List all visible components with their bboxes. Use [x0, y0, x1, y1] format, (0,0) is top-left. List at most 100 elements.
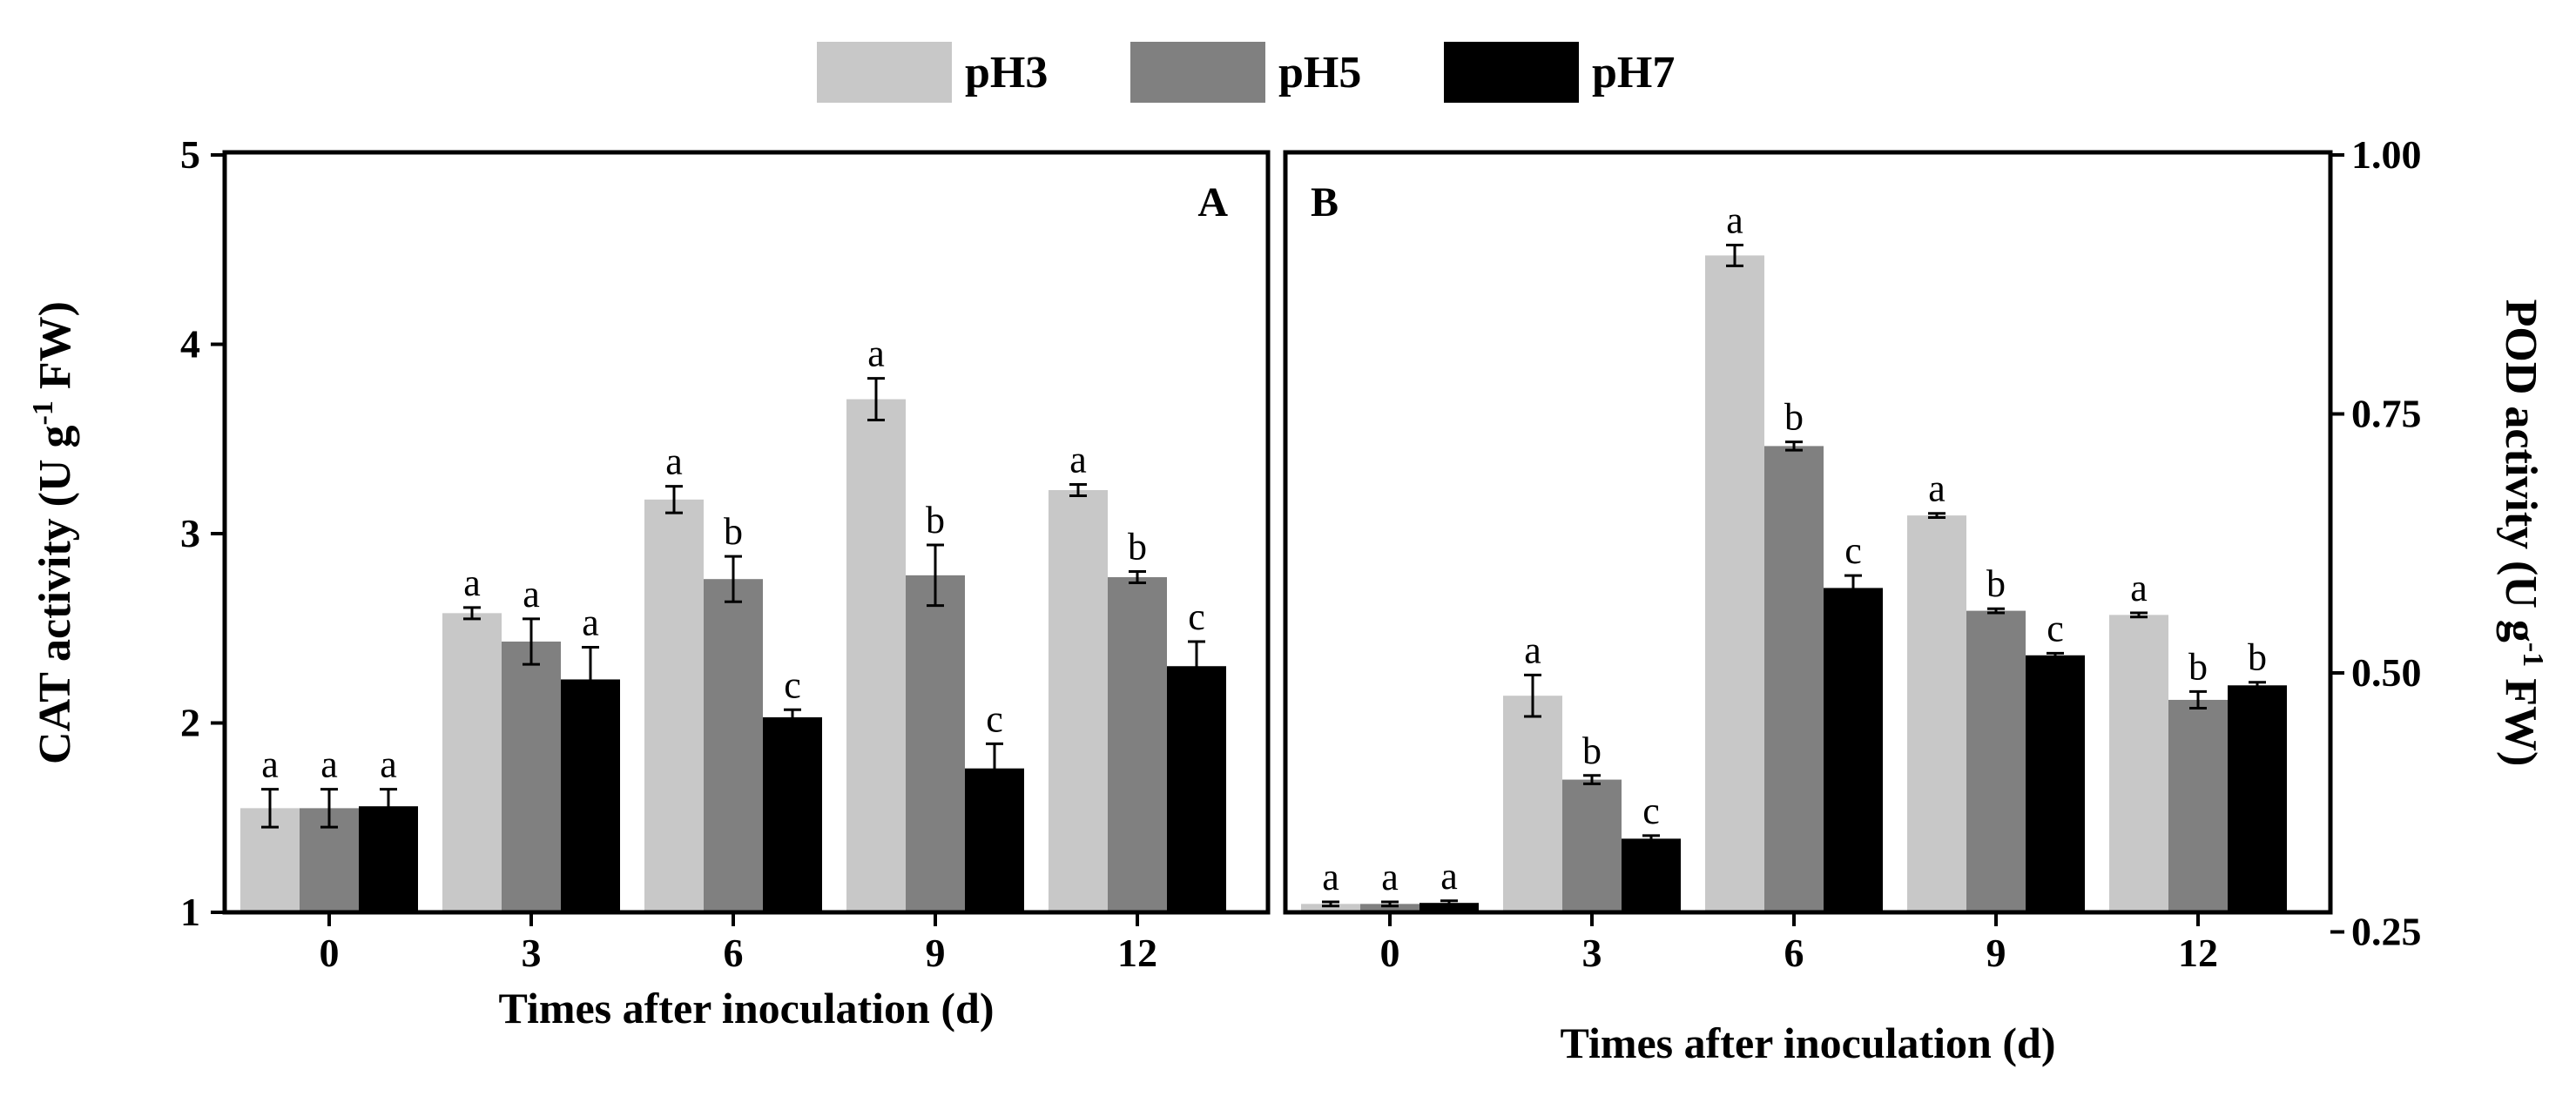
a-sig-letter-ph3-day12: a	[1069, 438, 1087, 481]
b-sig-letter-ph3-day3: a	[1524, 629, 1541, 671]
b-bar-ph5-day9	[1966, 610, 2026, 912]
panel-a-label: A	[1197, 179, 1228, 225]
a-errorbar-ph7-day3	[582, 646, 599, 713]
b-errorbar-ph3-day6	[1726, 244, 1743, 267]
legend-item-ph7: pH7	[1444, 42, 1675, 103]
b-x-tick-label-0: 0	[1380, 931, 1400, 975]
a-sig-letter-ph7-day3: a	[582, 602, 599, 644]
a-bar-ph3-day3	[442, 613, 502, 912]
b-errorbar-ph5-day9	[1987, 607, 2005, 615]
b-sig-letter-ph5-day12: b	[2188, 645, 2208, 688]
b-sig-letter-ph7-day9: c	[2047, 607, 2064, 649]
b-errorbar-ph5-day3	[1583, 774, 1601, 785]
legend-label-ph5: pH5	[1278, 48, 1361, 97]
a-errorbar-ph7-day0	[380, 788, 397, 825]
b-errorbar-ph5-day6	[1785, 440, 1803, 452]
b-bar-ph3-day6	[1705, 255, 1764, 912]
b-sig-letter-ph7-day6: c	[1844, 529, 1862, 572]
b-bar-ph3-day12	[2109, 615, 2168, 912]
a-errorbar-ph7-day6	[784, 708, 801, 727]
panel-a-frame	[222, 150, 1271, 915]
b-bar-ph5-day3	[1562, 779, 1622, 912]
b-y-tick-label-0.75: 0.75	[2351, 392, 2422, 436]
b-bar-ph5-day6	[1764, 446, 1824, 912]
a-bar-ph7-day12	[1167, 666, 1226, 912]
a-sig-letter-ph5-day6: b	[724, 510, 743, 553]
a-sig-letter-ph3-day0: a	[261, 743, 279, 786]
b-sig-letter-ph5-day6: b	[1784, 396, 1804, 439]
b-x-tick-label-3: 3	[1582, 931, 1602, 975]
b-errorbar-ph3-day9	[1928, 512, 1945, 519]
legend: pH3 pH5 pH7	[817, 42, 1675, 103]
b-bar-ph3-day0	[1301, 904, 1360, 912]
a-sig-letter-ph3-day3: a	[463, 561, 481, 604]
legend-swatch-ph5	[1130, 42, 1265, 103]
b-bar-ph7-day9	[2026, 655, 2085, 912]
a-errorbar-ph5-day9	[927, 543, 944, 608]
a-errorbar-ph5-day6	[725, 555, 742, 603]
panel-a-y-axis-title: CAT activity (U g-1 FW)	[27, 301, 80, 764]
a-errorbar-ph3-day0	[261, 788, 279, 829]
a-errorbar-ph5-day3	[523, 617, 540, 666]
panel-b-label: B	[1311, 179, 1339, 225]
a-bar-ph5-day12	[1108, 577, 1167, 912]
legend-label-ph3: pH3	[965, 48, 1048, 97]
b-errorbar-ph7-day0	[1440, 899, 1458, 907]
a-errorbar-ph5-day12	[1129, 570, 1146, 585]
a-sig-letter-ph5-day12: b	[1128, 526, 1147, 568]
a-sig-letter-ph5-day9: b	[926, 499, 945, 541]
a-sig-letter-ph7-day6: c	[784, 663, 801, 706]
a-sig-letter-ph7-day0: a	[380, 743, 397, 786]
b-errorbar-ph3-day0	[1322, 900, 1339, 908]
a-bar-ph5-day3	[502, 641, 561, 912]
panel-b-frame	[1283, 150, 2333, 915]
a-sig-letter-ph5-day3: a	[523, 573, 540, 615]
a-errorbar-ph3-day12	[1069, 482, 1087, 497]
b-sig-letter-ph5-day0: a	[1381, 856, 1399, 898]
a-sig-letter-ph7-day12: c	[1188, 595, 1205, 638]
b-x-tick-label-9: 9	[1986, 931, 2006, 975]
b-errorbar-ph3-day3	[1524, 673, 1541, 718]
b-bar-ph3-day3	[1503, 696, 1562, 912]
a-x-tick-label-3: 3	[522, 931, 542, 975]
a-sig-letter-ph3-day9: a	[867, 333, 885, 375]
panel-b-x-axis-title: Times after inoculation (d)	[1561, 1019, 2056, 1067]
b-bar-ph7-day0	[1419, 903, 1479, 912]
panel-b-y-axis-title: POD activity (U g-1 FW)	[2496, 299, 2549, 767]
a-y-tick-label-2: 2	[180, 701, 200, 745]
a-sig-letter-ph3-day6: a	[665, 440, 683, 483]
panel-b-y-title-sup: -1	[2517, 642, 2549, 667]
panel-a-y-title-sup: -1	[27, 400, 59, 425]
a-bar-ph7-day3	[561, 679, 620, 912]
a-x-tick-label-6: 6	[724, 931, 744, 975]
b-errorbar-ph7-day12	[2249, 681, 2266, 690]
legend-label-ph7: pH7	[1592, 48, 1675, 97]
b-errorbar-ph5-day0	[1381, 900, 1399, 908]
a-bar-ph5-day6	[704, 579, 763, 912]
b-sig-letter-ph3-day12: a	[2130, 567, 2148, 609]
a-y-tick-label-1: 1	[180, 890, 200, 934]
b-sig-letter-ph5-day3: b	[1582, 730, 1602, 772]
b-sig-letter-ph3-day6: a	[1726, 199, 1743, 242]
b-errorbar-ph3-day12	[2130, 611, 2148, 619]
b-sig-letter-ph7-day12: b	[2248, 636, 2267, 679]
panel-b-y-title-end: FW)	[2496, 667, 2546, 766]
b-y-tick-label-1.00: 1.00	[2351, 132, 2422, 177]
legend-item-ph3: pH3	[817, 42, 1048, 103]
a-x-tick-label-9: 9	[926, 931, 946, 975]
a-errorbar-ph3-day9	[867, 377, 885, 421]
a-errorbar-ph3-day3	[463, 606, 481, 621]
b-y-tick-label-0.25: 0.25	[2351, 910, 2422, 954]
a-y-tick-label-3: 3	[180, 511, 200, 555]
a-bar-ph3-day12	[1049, 489, 1108, 912]
a-bar-ph5-day9	[906, 575, 965, 912]
b-bar-ph5-day0	[1360, 904, 1419, 912]
a-sig-letter-ph5-day0: a	[320, 743, 338, 786]
a-y-tick-label-5: 5	[180, 132, 200, 177]
b-bar-ph5-day12	[2168, 699, 2228, 912]
a-errorbar-ph7-day9	[986, 742, 1003, 795]
